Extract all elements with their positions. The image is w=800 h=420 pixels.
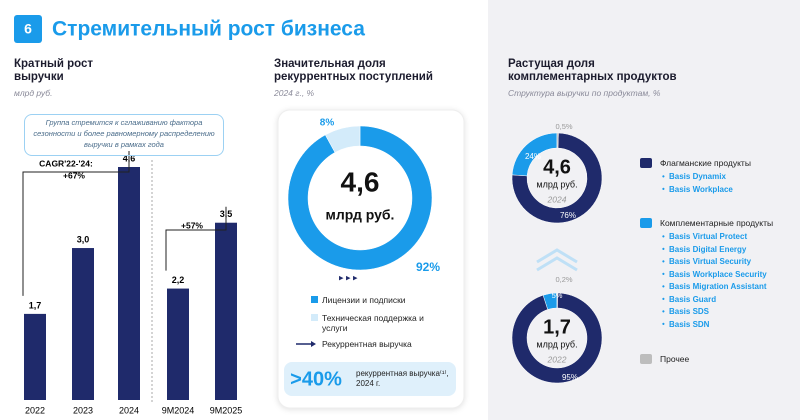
center-year: 2022 <box>547 354 567 364</box>
value-label: 1,7 <box>29 300 42 310</box>
legend-label: Флагманские продукты <box>660 158 751 168</box>
callout-box <box>284 362 456 396</box>
legend-swatch <box>640 158 652 168</box>
legend-label: Рекуррентная выручка <box>322 339 412 349</box>
product-name: Basis Migration Assistant <box>669 282 767 291</box>
value-label: 95% <box>562 373 578 382</box>
center-value: 1,7 <box>543 316 571 338</box>
center-unit: млрд руб. <box>326 207 395 223</box>
panel-title: Кратный рост выручки <box>14 58 94 83</box>
panel-subtitle: млрд руб. <box>14 88 53 98</box>
product-name: Basis Digital Energy <box>669 244 747 254</box>
value-label: 76% <box>560 211 576 220</box>
bullet: • <box>662 245 665 254</box>
legend-label: Комплементарные продукты <box>660 218 774 228</box>
panel-subtitle: Структура выручки по продуктам, % <box>508 88 661 98</box>
center-value: 4,6 <box>341 166 380 197</box>
center-unit: млрд руб. <box>536 339 577 349</box>
product-name: Basis Guard <box>669 294 717 304</box>
bullet: • <box>662 232 665 241</box>
value-label: 3,0 <box>77 234 90 244</box>
legend-label: Лицензии и подписки <box>322 295 406 305</box>
note: Группа стремится к сглаживанию фактора с… <box>24 114 224 156</box>
x-tick-label: 9M2025 <box>210 405 243 415</box>
product-name: Basis Workplace <box>669 184 733 194</box>
legend-swatch <box>640 354 652 364</box>
x-tick-label: 9M2024 <box>162 405 195 415</box>
annotation: +57% <box>181 220 203 230</box>
callout-text: рекуррентная выручка⁽¹⁾, 2024 г. <box>356 369 449 388</box>
annotation: CAGR'22-'24: <box>39 158 93 168</box>
product-name: Basis Dynamix <box>669 172 726 181</box>
center-value: 4,6 <box>543 156 571 178</box>
slide-title: Стремительный рост бизнеса <box>52 18 365 41</box>
pie-slice <box>556 292 558 309</box>
growth-bracket <box>165 206 227 271</box>
x-tick-label: 2024 <box>119 405 139 415</box>
legend-swatch <box>311 296 318 303</box>
bullet: • <box>662 185 665 194</box>
bar <box>72 248 94 400</box>
slide-number-box <box>14 15 42 43</box>
product-name: Basis SDN <box>669 319 710 329</box>
legend-swatch <box>311 314 318 321</box>
panel-title: Значительная доля рекуррентных поступлен… <box>274 58 433 83</box>
pie-slice <box>511 132 603 224</box>
value-label: 2,2 <box>172 275 185 285</box>
panel-title: Растущая доля комплементарных продуктов <box>508 58 677 83</box>
pie-slice <box>511 292 603 384</box>
bullet: • <box>662 307 665 316</box>
legend-swatch <box>640 218 652 228</box>
panel-subtitle: 2024 г., % <box>274 88 315 98</box>
legend-arrow-head <box>311 341 316 347</box>
x-tick-label: 2022 <box>25 405 45 415</box>
product-name: Basis Virtual Security <box>669 257 752 266</box>
value-label: 0,2% <box>555 275 572 284</box>
bar <box>24 313 46 400</box>
bullet: • <box>662 282 665 291</box>
product-name: Basis Workplace Security <box>669 269 767 279</box>
bar <box>215 222 237 400</box>
bar <box>118 167 140 400</box>
pie-slice <box>324 125 361 153</box>
center-unit: млрд руб. <box>536 179 577 189</box>
callout-value: >40% <box>290 368 342 390</box>
annotation: +67% <box>63 170 85 180</box>
value-label: 0,5% <box>555 122 572 131</box>
bullet: • <box>662 172 665 181</box>
center-year: 2024 <box>547 194 567 204</box>
legend-label: Прочее <box>660 354 690 364</box>
bullet: • <box>662 257 665 266</box>
bullet: • <box>662 320 665 329</box>
pie-slice <box>556 132 559 149</box>
value-label: 8% <box>320 118 335 129</box>
pie-slice <box>287 125 433 271</box>
recurring-arrows: ▸ ▸ ▸ <box>339 272 358 282</box>
growth-bracket <box>22 151 130 296</box>
bullet: • <box>662 295 665 304</box>
growth-chevrons <box>536 248 578 272</box>
value-label: 24% <box>525 152 541 161</box>
bar <box>167 288 189 400</box>
product-name: Basis Virtual Protect <box>669 232 748 241</box>
value-label: 92% <box>416 260 440 274</box>
slide-number: 6 <box>24 21 32 37</box>
product-name: Basis SDS <box>669 307 710 316</box>
x-tick-label: 2023 <box>73 405 93 415</box>
bullet: • <box>662 270 665 279</box>
legend-label: Техническая поддержка и услуги <box>322 313 424 333</box>
